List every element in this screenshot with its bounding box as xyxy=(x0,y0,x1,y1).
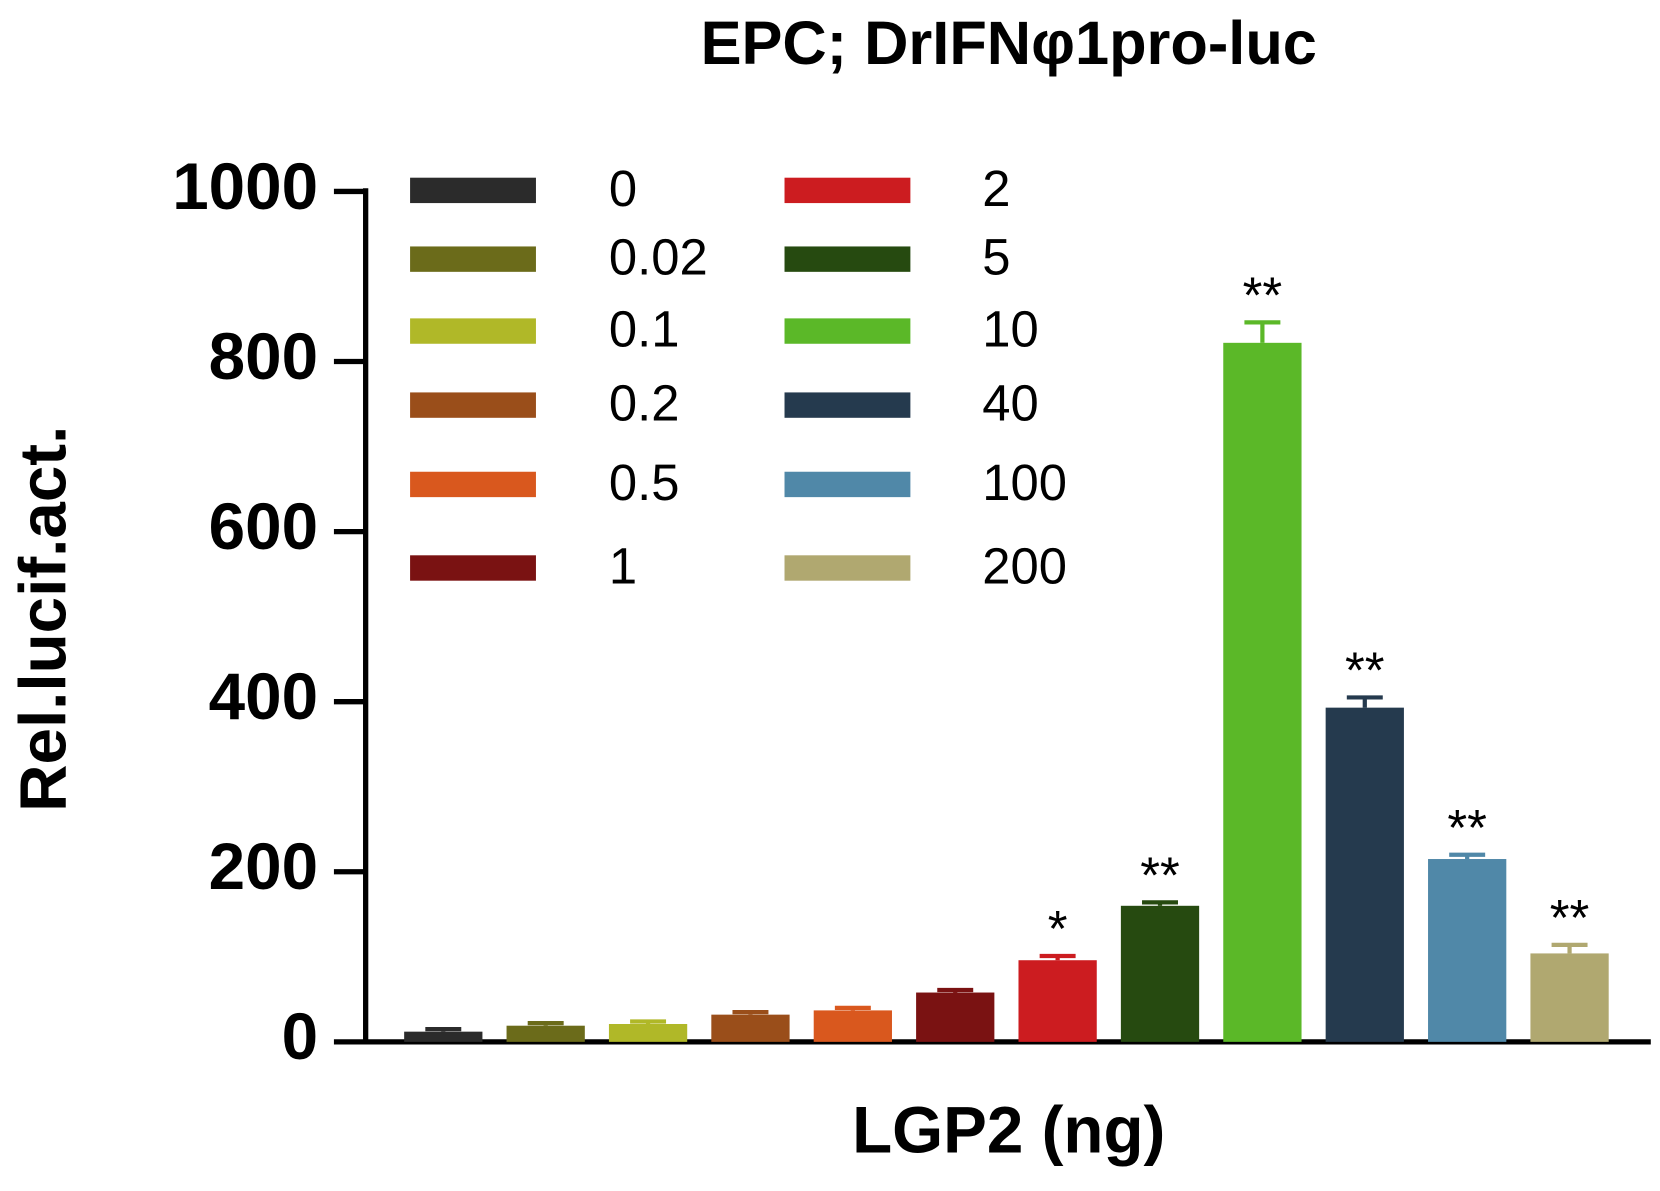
legend-label: 100 xyxy=(982,454,1067,511)
legend-label: 0.02 xyxy=(609,229,708,286)
legend-label: 2 xyxy=(982,160,1010,217)
significance-label: ** xyxy=(1243,267,1283,324)
bar xyxy=(1428,859,1507,1042)
y-tick-label: 1000 xyxy=(172,150,318,223)
legend-label: 10 xyxy=(982,301,1038,358)
legend-swatch xyxy=(410,471,536,498)
legend-swatch xyxy=(784,246,911,272)
significance-label: ** xyxy=(1550,889,1590,946)
y-axis-label: Rel.lucif.act. xyxy=(7,426,80,812)
legend-label: 40 xyxy=(982,375,1038,432)
bar xyxy=(404,1031,483,1042)
x-axis-label: LGP2 (ng) xyxy=(852,1093,1165,1166)
legend-swatch xyxy=(784,471,911,498)
significance-label: ** xyxy=(1140,847,1180,904)
bar xyxy=(1223,342,1302,1042)
bar xyxy=(1530,953,1609,1042)
legend-swatch xyxy=(410,392,536,418)
legend-label: 0.5 xyxy=(609,454,680,511)
chart-title: EPC; DrIFNφ1pro-luc xyxy=(701,8,1317,77)
bar xyxy=(1325,707,1404,1042)
significance-label: ** xyxy=(1447,799,1487,856)
bar xyxy=(1120,905,1200,1042)
y-tick-label: 400 xyxy=(209,660,318,733)
legend-label: 200 xyxy=(982,538,1067,595)
bar xyxy=(608,1024,688,1042)
bar xyxy=(916,992,995,1042)
legend-label: 0 xyxy=(609,160,637,217)
legend-swatch xyxy=(784,392,911,418)
y-tick-label: 200 xyxy=(209,830,318,903)
legend-swatch xyxy=(410,246,536,272)
y-tick-label: 600 xyxy=(209,490,318,563)
bar xyxy=(711,1014,790,1042)
legend-label: 1 xyxy=(609,538,637,595)
y-tick-label: 800 xyxy=(209,320,318,393)
legend-label: 5 xyxy=(982,229,1010,286)
legend-swatch xyxy=(410,318,536,344)
y-tick-label: 0 xyxy=(282,1000,318,1073)
legend-swatch xyxy=(410,555,536,581)
legend-label: 0.2 xyxy=(609,375,680,432)
legend-swatch xyxy=(784,177,911,204)
bar xyxy=(1018,960,1097,1042)
significance-label: * xyxy=(1048,900,1068,957)
legend-swatch xyxy=(784,318,911,344)
significance-label: ** xyxy=(1345,642,1385,699)
bar xyxy=(506,1025,585,1042)
bar xyxy=(813,1010,892,1042)
legend-label: 0.1 xyxy=(609,301,680,358)
legend-swatch xyxy=(410,177,536,204)
legend-swatch xyxy=(784,555,911,581)
